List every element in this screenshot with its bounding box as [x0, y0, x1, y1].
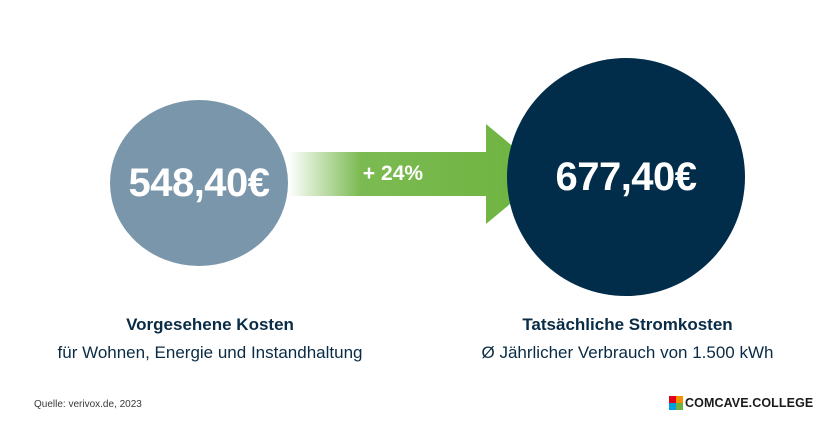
- source-note: Quelle: verivox.de, 2023: [34, 399, 142, 410]
- planned-cost-subtitle: für Wohnen, Energie und Instandhaltung: [57, 343, 363, 362]
- actual-cost-circle: 677,40€: [507, 58, 745, 296]
- actual-cost-caption: Tatsächliche Stromkosten Ø Jährlicher Ve…: [455, 314, 800, 364]
- planned-cost-amount: 548,40€: [128, 160, 270, 205]
- increase-percentage-label: + 24%: [362, 162, 424, 185]
- planned-cost-title: Vorgesehene Kosten: [126, 315, 294, 334]
- increase-arrow-icon: [288, 124, 546, 224]
- comcave-logo-text: COMCAVE.COLLEGE: [685, 396, 814, 410]
- planned-cost-circle: 548,40€: [110, 100, 288, 266]
- actual-cost-title: Tatsächliche Stromkosten: [522, 315, 733, 334]
- comcave-logo: COMCAVE.COLLEGE: [669, 396, 813, 410]
- actual-cost-subtitle: Ø Jährlicher Verbrauch von 1.500 kWh: [481, 343, 774, 362]
- actual-cost-amount: 677,40€: [555, 154, 697, 199]
- comcave-logo-icon: [669, 396, 683, 410]
- planned-cost-caption: Vorgesehene Kosten für Wohnen, Energie u…: [40, 314, 380, 364]
